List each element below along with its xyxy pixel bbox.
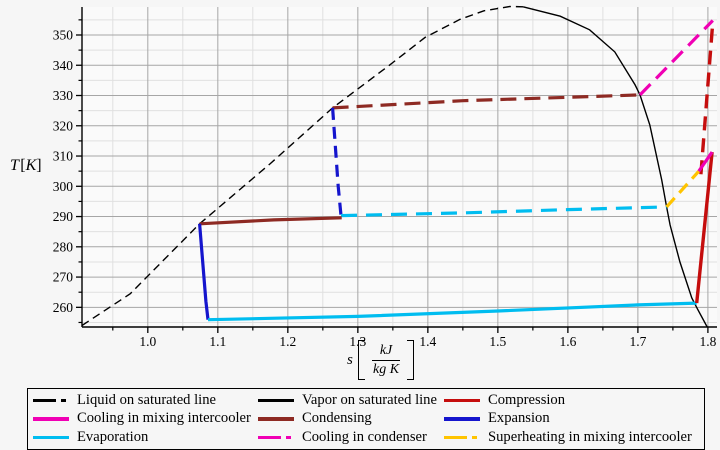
evaporation-low-stage bbox=[207, 301, 697, 322]
right-bracket bbox=[407, 340, 415, 380]
legend-box: Liquid on saturated line Vapor on saturat… bbox=[27, 388, 705, 450]
compression-low-stage bbox=[695, 151, 714, 304]
x-tick-label: 1.5 bbox=[489, 334, 506, 349]
y-tick-label: 300 bbox=[53, 179, 74, 194]
y-axis-label: T [K] bbox=[10, 157, 42, 174]
legend-item: Superheating in mixing intercooler bbox=[444, 428, 704, 447]
y-tick-label: 340 bbox=[53, 58, 74, 73]
evaporation-high-stage bbox=[340, 205, 667, 218]
superheating-in-mixing-intercooler bbox=[665, 170, 700, 208]
legend-swatch-solid-line bbox=[33, 417, 69, 421]
legend-item: Vapor on saturated line bbox=[258, 391, 444, 410]
x-axis-unit-fraction: kJ kg K bbox=[371, 343, 401, 377]
expansion-high-stage bbox=[331, 107, 343, 216]
legend-swatch-solid-line bbox=[444, 417, 480, 421]
legend-swatch-solid-line bbox=[258, 417, 294, 421]
legend-swatch-solid-line bbox=[444, 398, 480, 403]
y-axis-unit: K bbox=[25, 157, 37, 174]
legend-label: Superheating in mixing intercooler bbox=[488, 429, 692, 446]
unit-numerator: kJ bbox=[371, 343, 401, 361]
cooling-in-condenser bbox=[638, 19, 714, 97]
vapor-saturated-line bbox=[522, 6, 708, 328]
y-tick-label: 280 bbox=[53, 239, 74, 254]
expansion-low-stage bbox=[198, 223, 210, 320]
cooling-in-mixing-intercooler bbox=[697, 151, 714, 173]
x-tick-label: 1.7 bbox=[629, 334, 646, 349]
unit-denominator: kg K bbox=[373, 361, 400, 377]
y-tick-label: 260 bbox=[53, 300, 74, 315]
legend-item: Evaporation bbox=[33, 428, 258, 447]
legend-label: Expansion bbox=[488, 410, 550, 427]
x-tick-label: 1.8 bbox=[699, 334, 716, 349]
x-tick-label: 1.6 bbox=[559, 334, 576, 349]
legend-label: Compression bbox=[488, 391, 566, 408]
y-tick-label: 320 bbox=[53, 118, 74, 133]
plot-area: 1.0 1.1 1.2 1.3 1.4 1.5 1.6 1.7 1.82602702802903… bbox=[53, 5, 717, 349]
y-tick-label: 290 bbox=[53, 209, 74, 224]
legend-swatch-dashed-line bbox=[33, 399, 69, 402]
y-tick-label: 270 bbox=[53, 270, 74, 285]
condensing-high-stage bbox=[332, 93, 641, 110]
legend-item: Liquid on saturated line bbox=[33, 391, 258, 410]
y-tick-label: 310 bbox=[53, 149, 74, 164]
x-tick-label: 1.4 bbox=[419, 334, 436, 349]
condensing-low-stage bbox=[199, 216, 342, 226]
legend-label: Condensing bbox=[302, 410, 372, 427]
liquid-saturated-line bbox=[81, 5, 524, 327]
left-bracket bbox=[357, 340, 365, 380]
compression-high-stage bbox=[699, 21, 715, 175]
legend-swatch-dashed-line bbox=[444, 435, 480, 440]
y-axis-variable: T bbox=[10, 157, 19, 174]
legend-item: Cooling in mixing intercooler bbox=[33, 410, 258, 429]
plot-background bbox=[82, 7, 717, 327]
legend-swatch-solid-line bbox=[258, 399, 294, 402]
legend-label: Cooling in condenser bbox=[302, 429, 427, 446]
x-tick-label: 1.2 bbox=[279, 334, 296, 349]
x-tick-label: 1.1 bbox=[209, 334, 226, 349]
y-tick-label: 330 bbox=[53, 88, 74, 103]
legend-label: Vapor on saturated line bbox=[302, 391, 437, 408]
legend-swatch-dashed-line bbox=[258, 435, 294, 440]
legend-label: Cooling in mixing intercooler bbox=[77, 410, 251, 427]
legend-label: Evaporation bbox=[77, 429, 149, 446]
legend-item: Expansion bbox=[444, 410, 704, 429]
x-axis-label: s kJ kg K bbox=[347, 340, 415, 380]
legend-item: Condensing bbox=[258, 410, 444, 429]
legend-item: Cooling in condenser bbox=[258, 428, 444, 447]
legend-item: Compression bbox=[444, 391, 704, 410]
legend-label: Liquid on saturated line bbox=[77, 391, 217, 408]
x-axis-variable: s bbox=[347, 351, 353, 368]
x-tick-label: 1.0 bbox=[139, 334, 156, 349]
legend-swatch-solid-line bbox=[33, 435, 69, 440]
y-tick-label: 350 bbox=[53, 27, 74, 42]
